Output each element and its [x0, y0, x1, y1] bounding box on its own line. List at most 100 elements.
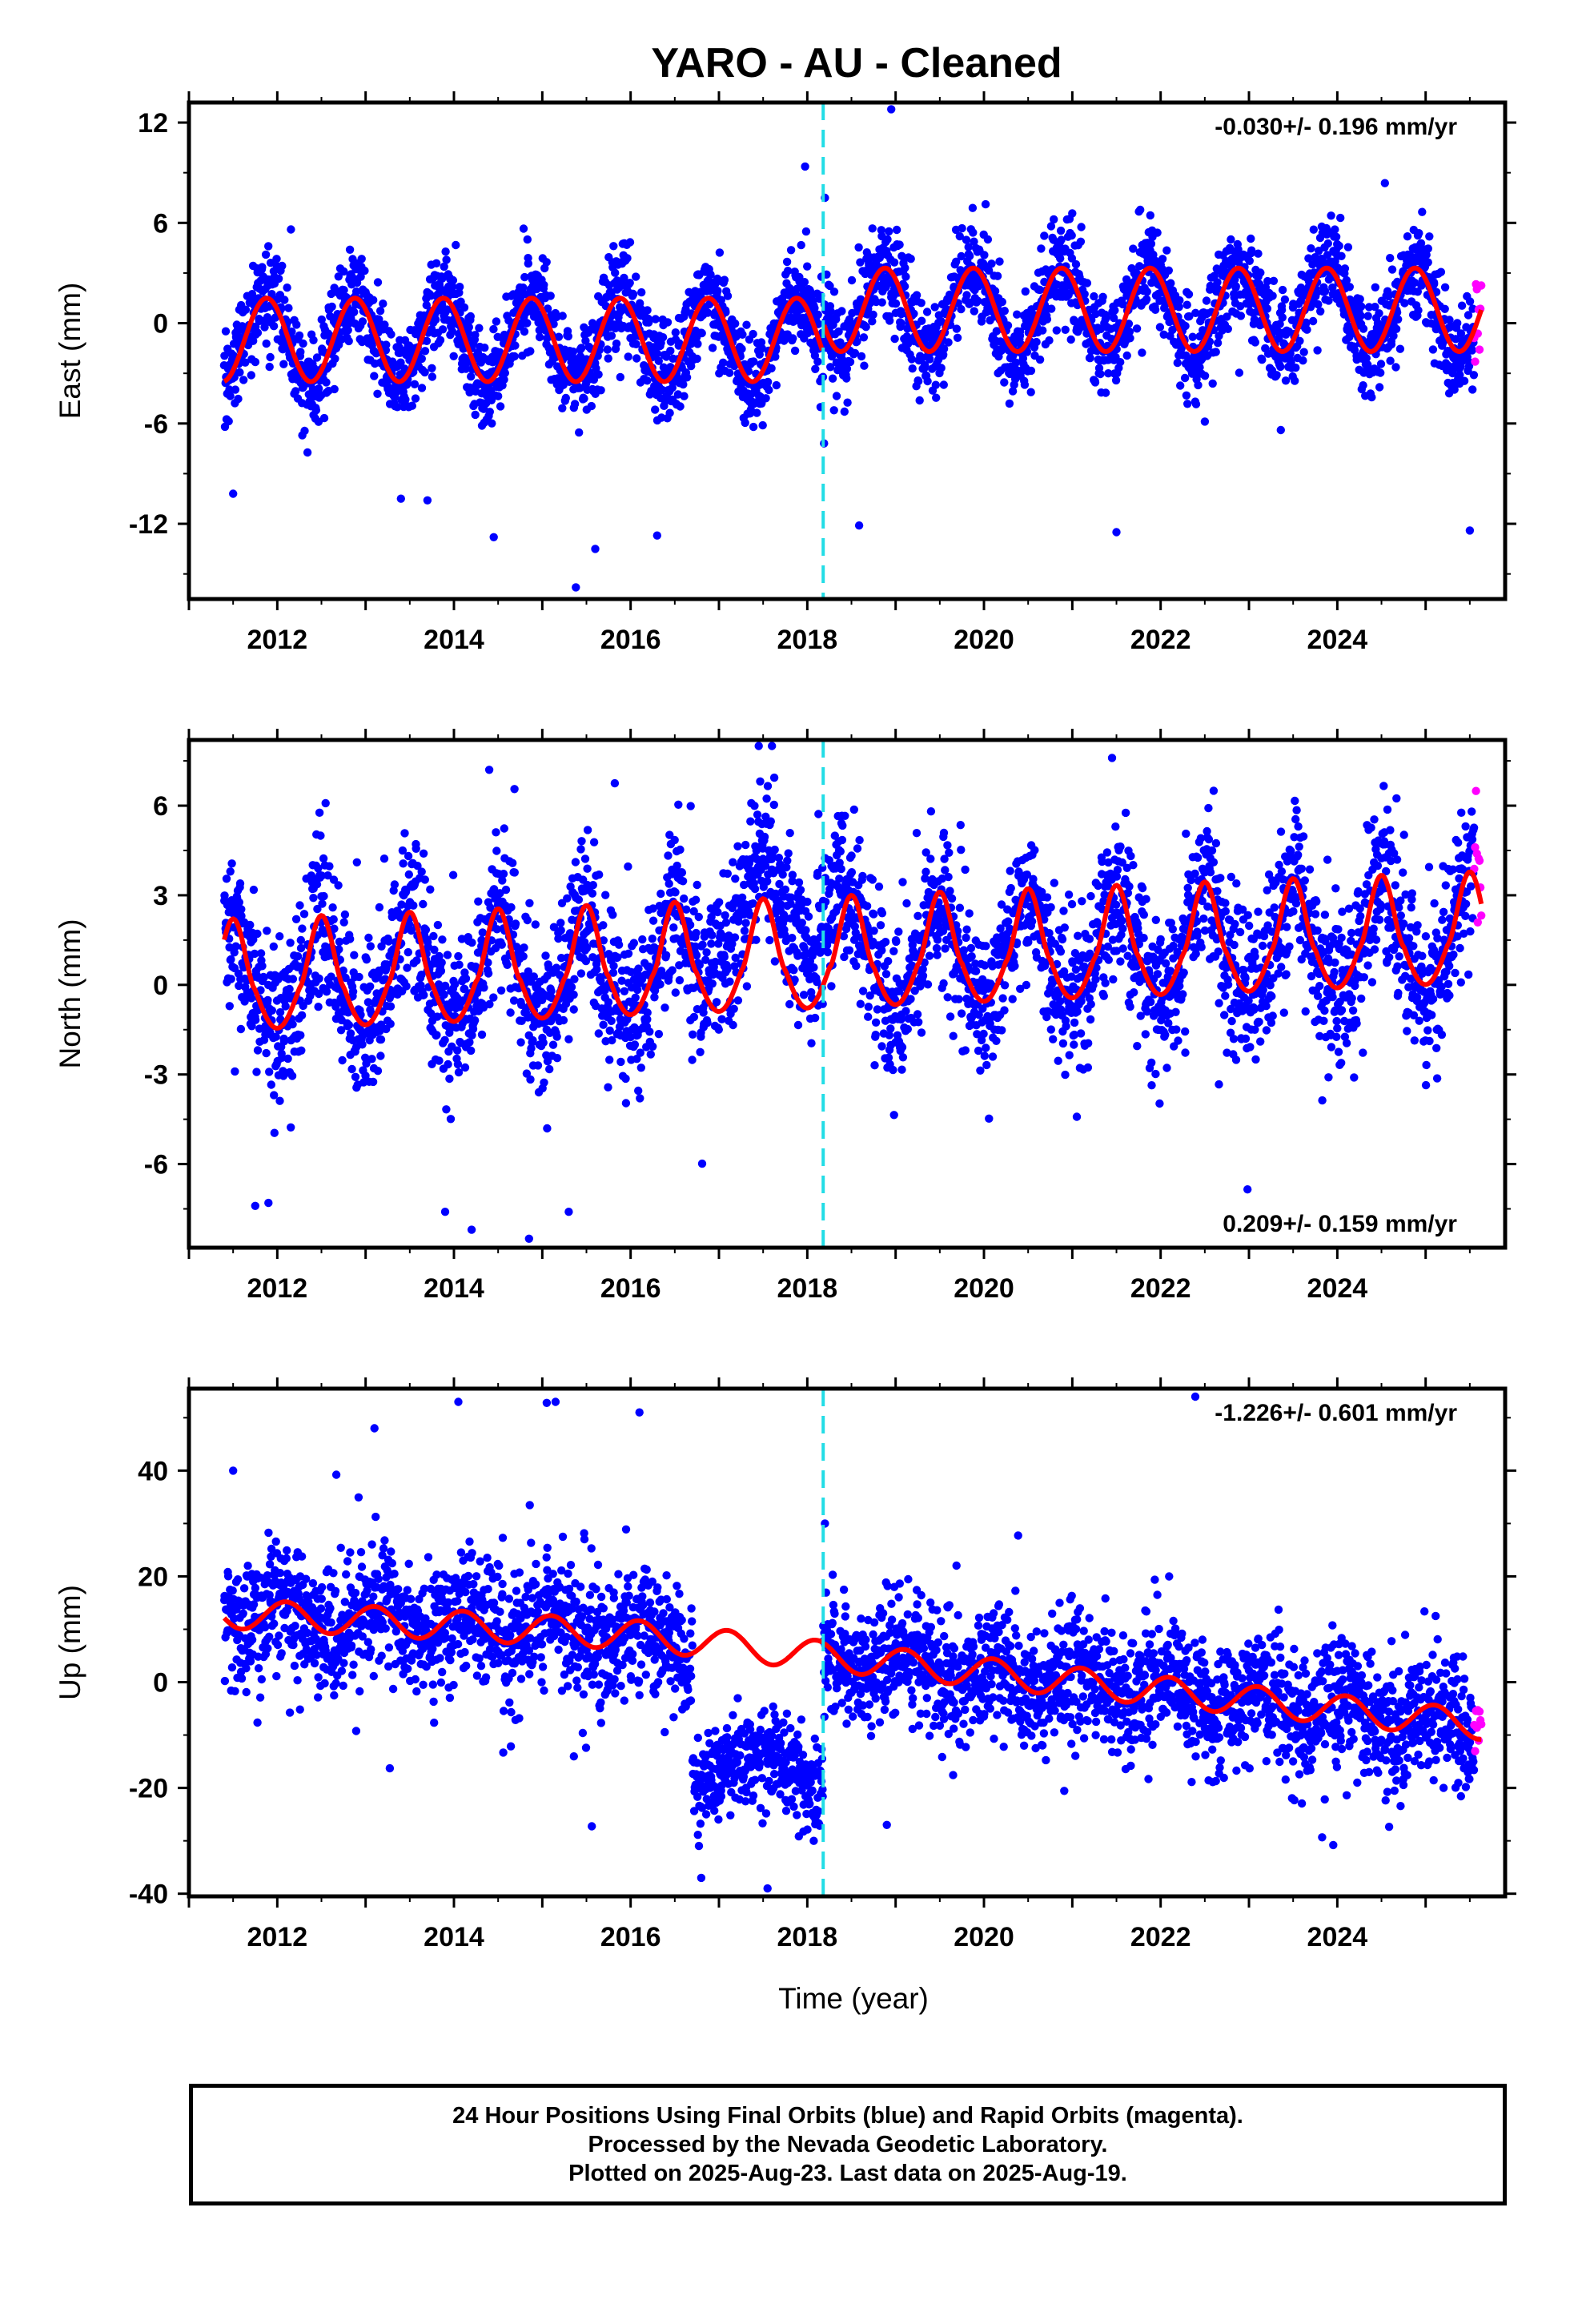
data-point [723, 292, 733, 300]
data-point [644, 318, 653, 327]
data-point [1299, 356, 1307, 365]
data-point [489, 324, 498, 334]
data-point [1056, 226, 1066, 235]
data-point [1414, 306, 1423, 315]
data-point [449, 352, 458, 360]
data-point [1276, 425, 1286, 435]
data-point-outlier [396, 494, 405, 503]
data-point [519, 952, 528, 961]
data-point [1256, 268, 1265, 277]
data-point [917, 299, 926, 308]
data-point [402, 982, 411, 991]
data-point [826, 363, 835, 372]
data-point [782, 257, 792, 267]
data-point [1040, 231, 1049, 240]
data-point [603, 345, 612, 354]
data-point [1309, 225, 1319, 234]
data-point [379, 300, 387, 308]
data-point [355, 972, 363, 982]
data-point [420, 991, 428, 999]
data-point [367, 1055, 376, 1063]
data-point [525, 899, 534, 908]
data-point [386, 1019, 395, 1028]
data-point [741, 919, 750, 927]
data-point [568, 347, 578, 356]
data-point [1153, 228, 1162, 237]
data-point [1231, 275, 1239, 284]
data-point [417, 354, 426, 364]
data-point [347, 1064, 356, 1074]
data-point [605, 1055, 614, 1064]
data-point [1090, 292, 1098, 301]
data-point [520, 272, 529, 282]
data-point [850, 348, 860, 358]
data-point [549, 320, 558, 328]
data-point [410, 380, 420, 388]
data-point [885, 227, 893, 236]
data-point [580, 854, 590, 863]
data-point [594, 1029, 603, 1038]
data-point [631, 993, 640, 1003]
data-point [231, 385, 240, 394]
data-point [939, 380, 949, 389]
data-point [1005, 399, 1014, 408]
data-point [1202, 296, 1211, 305]
data-point [1080, 290, 1089, 299]
data-point [861, 323, 870, 332]
data-point [489, 993, 498, 1002]
data-point [720, 952, 729, 962]
data-point [665, 879, 673, 888]
data-point [1307, 244, 1315, 253]
data-point [715, 898, 724, 907]
data-point [467, 1046, 476, 1055]
data-point [693, 880, 701, 890]
data-point [558, 312, 567, 320]
data-point [857, 352, 866, 361]
data-point [264, 242, 273, 251]
y-tick-label: 0 [153, 309, 168, 340]
data-point [756, 777, 765, 786]
data-point [417, 384, 427, 392]
data-point [721, 918, 731, 927]
x-tick-label: 2016 [600, 625, 661, 655]
data-point [661, 1003, 669, 1012]
data-point [492, 317, 501, 326]
data-point [1363, 312, 1372, 320]
data-point [1180, 373, 1190, 383]
data-point [1110, 306, 1119, 315]
data-point [1210, 271, 1219, 280]
data-point [1403, 232, 1412, 241]
data-point [842, 364, 852, 373]
y-tick-label: 6 [153, 208, 168, 239]
data-point [444, 1059, 452, 1069]
data-point [506, 1008, 515, 1017]
data-point [1251, 338, 1260, 347]
data-point [1357, 302, 1366, 311]
data-point [664, 851, 673, 860]
data-point [1367, 392, 1376, 402]
data-point [339, 267, 348, 276]
data-point [680, 392, 689, 400]
data-point [1223, 312, 1231, 321]
data-point [450, 979, 460, 989]
data-point [624, 862, 632, 871]
data-point [370, 372, 379, 380]
data-point [516, 1038, 525, 1047]
x-tick-label: 2024 [1307, 625, 1368, 655]
data-point [507, 903, 516, 912]
data-point [604, 998, 613, 1007]
data-point [325, 862, 334, 870]
data-point [1250, 315, 1259, 324]
data-point [897, 319, 905, 328]
data-point [1037, 244, 1046, 253]
data-point [789, 334, 797, 343]
data-point [477, 1030, 487, 1039]
data-point [249, 336, 258, 345]
data-point [1056, 254, 1065, 263]
data-point [241, 358, 250, 367]
data-point [725, 977, 734, 986]
data-point [390, 880, 400, 889]
data-point [1359, 381, 1367, 390]
data-point [296, 1031, 305, 1039]
data-point [297, 1011, 307, 1020]
